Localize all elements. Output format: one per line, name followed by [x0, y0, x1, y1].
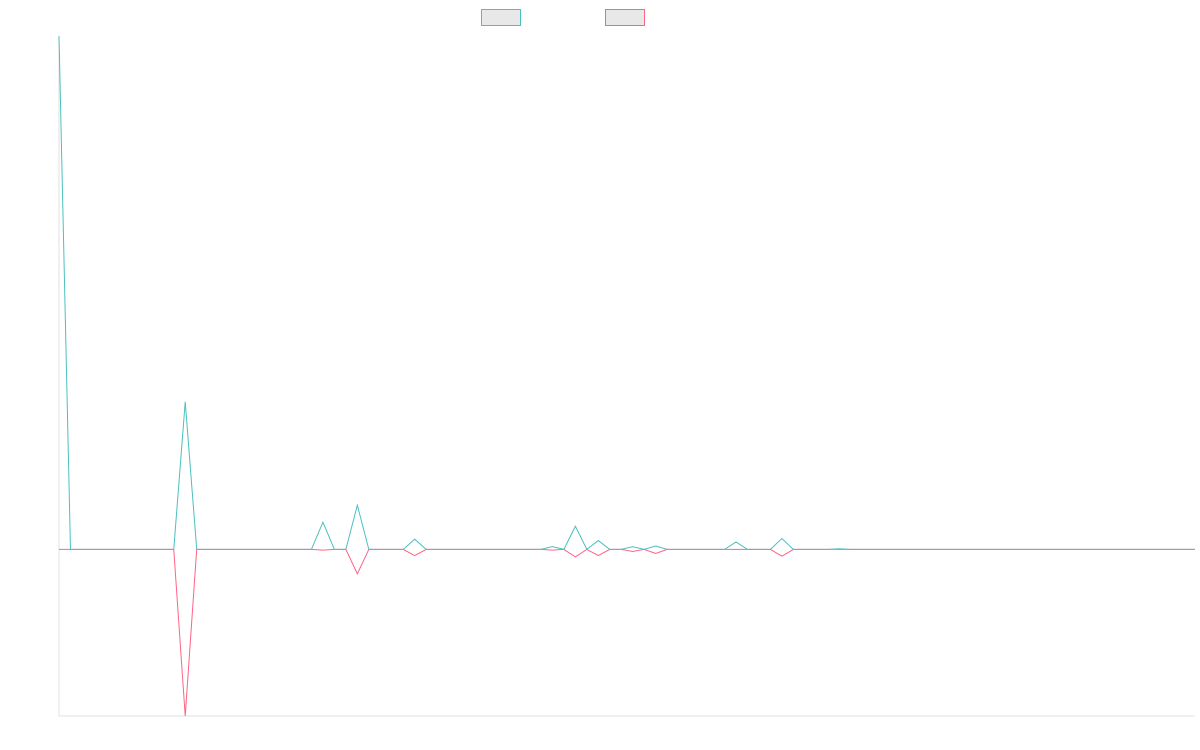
series-layer: [58, 35, 1195, 717]
legend-swatch-2: [605, 9, 645, 26]
legend: [481, 9, 645, 26]
series-2-line: [59, 548, 1195, 717]
axes: [58, 36, 1195, 717]
legend-swatch-1: [481, 9, 521, 26]
series-1-line: [58, 35, 1195, 551]
